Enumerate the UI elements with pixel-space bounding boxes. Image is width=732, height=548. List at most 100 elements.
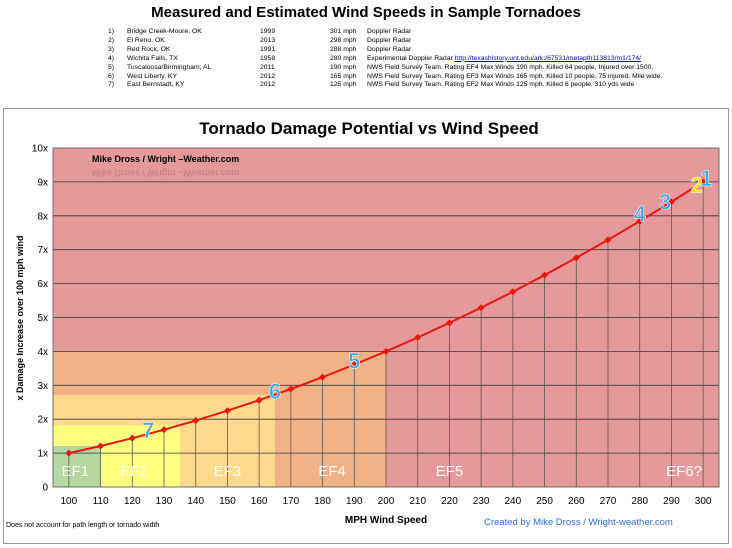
tornado-speed: 288 mph [330,46,367,55]
x-tick-label: 270 [600,496,617,507]
tornado-number: 4) [108,55,127,64]
tornado-number: 2) [108,37,127,46]
tornado-location: Red Rock, OK [127,46,260,55]
tornado-year-text: 2013 [260,36,276,44]
y-tick-label: 0 [42,483,48,494]
tornado-number: 3) [108,46,127,55]
tornado-location-text: Tuscaloosa/Birmingham, AL [127,63,212,71]
tornado-year-text: 1991 [260,45,276,53]
tornado-location: Tuscaloosa/Birmingham, AL [127,64,260,73]
tornado-location-text: East Bernstadt, KY [127,81,185,89]
tornado-marker: 1 [700,166,712,191]
tornado-speed: 298 mph [330,37,367,46]
tornado-location: Bridge Creek-Moore, OK [127,28,260,37]
footnote: Does not account for path length or torn… [6,522,160,529]
data-point [382,347,390,355]
x-tick-label: 240 [505,496,522,507]
tornado-source: Doppler Radar [367,37,662,46]
tornado-year: 2011 [260,64,330,73]
tornado-source: NWS Field Survey Team. Rating EF2 Max Wi… [367,81,662,90]
y-tick-label: 5x [37,313,48,324]
tornado-location-text: El Reno, OK [127,36,165,44]
tornado-marker: 2 [691,173,703,198]
data-point [509,288,517,296]
tornado-row: 6) West Liberty, KY 2012 165 mph NWS Field S… [108,73,662,82]
tornado-speed-text: 288 mph [330,45,357,53]
x-tick-label: 100 [61,496,78,507]
tornado-year-text: 2012 [260,81,276,89]
tornado-location-text: West Liberty, KY [127,72,177,80]
tornado-marker: 7 [142,418,154,443]
y-tick-label: 3x [37,381,48,392]
tornado-speed: 280 mph [330,55,367,64]
tornado-number-text: 5) [108,63,115,71]
x-tick-label: 230 [473,496,490,507]
x-tick-label: 190 [346,496,363,507]
tornado-location: El Reno, OK [127,37,260,46]
data-point [477,304,485,312]
tornado-source: Doppler Radar [367,28,662,37]
tornado-number: 6) [108,73,127,82]
x-axis-label: MPH Wind Speed [345,515,427,526]
tornado-marker: 6 [269,379,281,404]
tornado-number-text: 1) [108,28,115,35]
x-tick-label: 250 [536,496,553,507]
y-tick-label: 1x [37,449,48,460]
x-tick-label: 280 [631,496,648,507]
x-tick-label: 110 [93,496,109,507]
credit-text: Created by Mike Dross / Wright-weather.c… [484,517,673,528]
x-tick-label: 220 [441,496,458,507]
tornado-number: 1) [108,28,127,37]
tornado-marker: 3 [659,190,671,215]
x-tick-label: 180 [314,496,331,507]
tornado-location-text: Red Rock, OK [127,45,171,53]
x-tick-label: 120 [124,496,141,507]
tornado-source: Doppler Radar [367,46,662,55]
x-tick-label: 210 [409,496,426,507]
data-point [65,449,73,457]
tornado-number-text: 6) [108,72,115,80]
tornado-source-text: NWS Field Survey Team. Rating EF3 Max Wi… [367,72,663,80]
source-link[interactable]: http://texashistory.unt.edu/ark:/67531/m… [454,54,642,62]
zone-label: EF5 [436,463,464,480]
x-tick-label: 140 [187,496,204,507]
data-point [699,178,707,186]
zone-label: EF2 [120,463,148,480]
tornado-year-text: 2012 [260,72,276,80]
tornado-speed: 301 mph [330,28,367,37]
data-point [541,271,549,279]
data-point [572,254,580,262]
tornado-source-text: Doppler Radar [367,36,412,44]
x-tick-label: 300 [695,496,712,507]
zone-label: EF3 [214,463,242,480]
tornado-source-text: Doppler Radar [367,28,412,35]
y-tick-label: 6x [37,279,48,290]
tornado-speed-text: 298 mph [330,36,357,44]
tornado-speed-text: 301 mph [330,28,357,35]
y-axis-label: x Damage Increase over 100 mph wind [15,235,25,400]
zone-label: EF4 [318,463,346,480]
data-point [350,361,358,369]
tornado-speed: 165 mph [330,73,367,82]
tornado-row: 2) El Reno, OK 2013 298 mph Doppler Radar [108,37,662,46]
y-tick-label: 4x [37,347,48,358]
tornado-speed-text: 280 mph [330,54,357,62]
data-point [319,373,327,381]
tornado-speed: 125 mph [330,81,367,90]
x-tick-label: 150 [219,496,236,507]
tornado-number-text: 4) [108,54,115,62]
tornado-row: 5) Tuscaloosa/Birmingham, AL 2011 190 mph NW… [108,64,662,73]
tornado-row: 3) Red Rock, OK 1991 288 mph Doppler Radar [108,46,662,55]
tornado-speed-text: 125 mph [330,81,357,89]
data-point [414,333,422,342]
x-tick-label: 260 [568,496,585,507]
tornado-number-text: 7) [108,81,115,89]
tornado-year-text: 2011 [260,63,275,71]
tornado-source-text: Experimental Doppler Radar [367,54,453,62]
tornado-source: NWS Field Survey Team. Rating EF3 Max Wi… [367,73,662,82]
y-tick-label: 9x [37,177,48,188]
tornado-number-text: 3) [108,45,115,53]
tornado-number-text: 2) [108,36,115,44]
page-title: Measured and Estimated Wind Speeds in Sa… [151,4,581,21]
